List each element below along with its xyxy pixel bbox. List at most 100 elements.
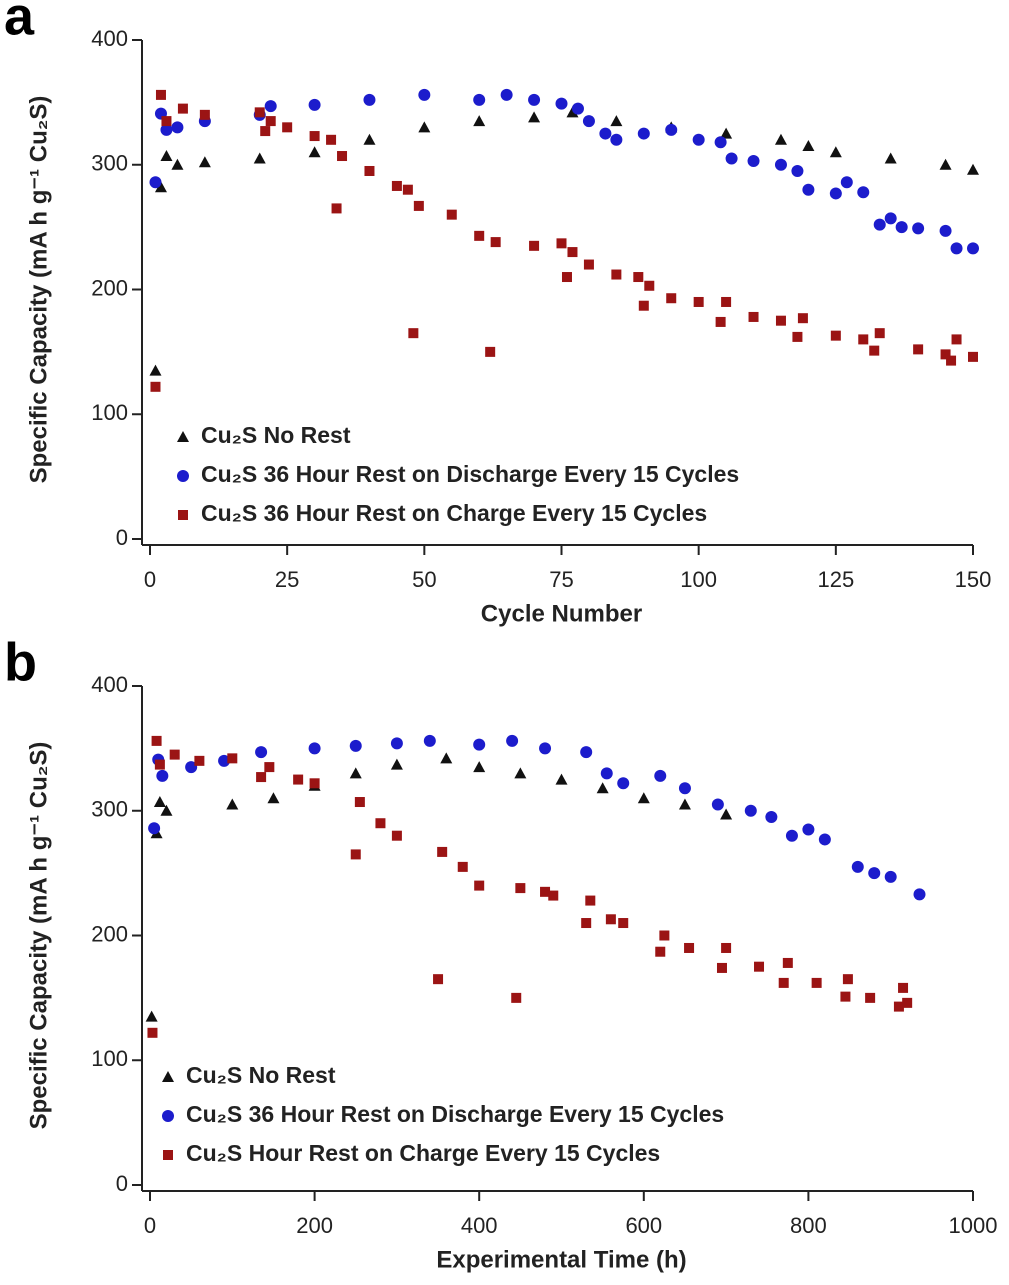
data-point	[818, 833, 831, 846]
data-point	[582, 115, 595, 128]
data-point	[666, 293, 677, 304]
data-point	[678, 798, 691, 810]
data-point	[402, 184, 413, 195]
data-point	[528, 93, 541, 106]
data-point	[548, 890, 559, 901]
data-point	[309, 778, 320, 789]
data-point	[474, 230, 485, 241]
data-point	[161, 116, 172, 127]
data-point	[457, 861, 468, 872]
y-tick-label: 0	[116, 525, 128, 550]
x-tick-label: 1000	[949, 1213, 998, 1238]
data-point	[884, 152, 897, 164]
data-point	[540, 886, 551, 897]
data-point	[511, 992, 522, 1003]
data-point	[566, 106, 579, 118]
data-point	[654, 769, 667, 782]
data-point	[253, 152, 266, 164]
data-point	[785, 829, 798, 842]
data-point	[391, 180, 402, 191]
data-point	[177, 103, 188, 114]
data-point	[490, 237, 501, 248]
data-point	[633, 272, 644, 283]
panel-label: b	[4, 632, 37, 692]
data-point	[198, 156, 211, 168]
data-point	[884, 870, 897, 883]
data-point	[951, 334, 962, 345]
data-point	[765, 810, 778, 823]
legend-marker	[178, 510, 188, 520]
data-point	[744, 804, 757, 817]
data-point	[147, 1027, 158, 1038]
data-point	[802, 183, 815, 196]
data-point	[716, 962, 727, 973]
data-point	[446, 209, 457, 220]
data-point	[556, 238, 567, 249]
y-tick-label: 0	[116, 1171, 128, 1196]
data-point	[902, 997, 913, 1008]
data-point	[851, 860, 864, 873]
data-point	[375, 818, 386, 829]
data-point	[774, 158, 787, 171]
data-point	[160, 123, 173, 136]
data-point	[968, 351, 978, 362]
data-point	[720, 127, 733, 139]
data-point	[255, 746, 268, 759]
data-point	[802, 140, 815, 152]
data-point	[160, 804, 173, 816]
data-point	[440, 752, 453, 764]
data-point	[747, 155, 760, 168]
data-point	[802, 823, 815, 836]
data-point	[865, 992, 876, 1003]
y-tick-label: 100	[91, 400, 128, 425]
data-point	[792, 331, 803, 342]
x-tick-label: 0	[144, 567, 156, 592]
y-tick-label: 400	[91, 26, 128, 51]
data-point	[721, 942, 732, 953]
data-point	[354, 797, 365, 808]
data-point	[895, 221, 908, 234]
data-point	[611, 269, 622, 280]
data-point	[254, 107, 265, 118]
data-point	[363, 93, 376, 106]
data-point	[913, 888, 926, 901]
data-point	[145, 1010, 158, 1022]
data-point	[555, 773, 568, 785]
data-point	[638, 300, 649, 311]
data-point	[473, 761, 486, 773]
x-axis-label: Cycle Number	[481, 600, 642, 627]
x-tick-label: 125	[817, 567, 854, 592]
data-point	[474, 880, 485, 891]
data-point	[149, 176, 162, 189]
data-point	[218, 754, 231, 767]
data-point	[655, 946, 666, 957]
data-point	[868, 867, 881, 880]
data-point	[617, 777, 630, 790]
data-point	[610, 115, 623, 127]
data-point	[437, 846, 448, 857]
data-point	[858, 334, 869, 345]
data-point	[154, 759, 165, 770]
data-point	[156, 769, 169, 782]
data-point	[308, 146, 321, 158]
data-point	[418, 121, 431, 133]
data-point	[473, 738, 486, 751]
data-point	[684, 942, 695, 953]
data-point	[349, 739, 362, 752]
data-point	[153, 796, 166, 808]
data-point	[506, 734, 519, 747]
data-point	[967, 163, 979, 175]
data-point	[583, 259, 594, 270]
data-point	[840, 176, 853, 189]
y-tick-label: 200	[91, 275, 128, 300]
data-point	[571, 102, 584, 115]
y-tick-label: 300	[91, 151, 128, 176]
data-point	[581, 918, 592, 929]
data-point	[264, 100, 277, 113]
data-point	[715, 316, 726, 327]
data-point	[754, 961, 765, 972]
data-point	[939, 224, 952, 237]
y-axis-label: Specific Capacity (mA h g⁻¹ Cu₂S)	[25, 96, 52, 484]
data-point	[227, 753, 238, 764]
data-point	[585, 895, 596, 906]
